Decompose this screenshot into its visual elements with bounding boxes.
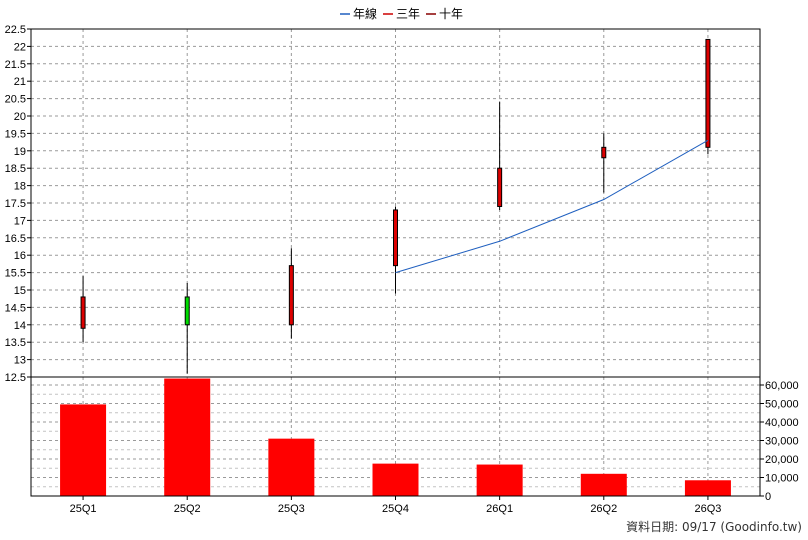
price-y-axis: 12.5 13 13.5 14 14.5 15 15.5 16 16.5 17 17.5 18 18.5… — [5, 24, 31, 384]
price-tick-label: 19 — [14, 146, 26, 158]
legend-item-年線: 年線 — [340, 6, 377, 21]
volume-bar-25Q4 — [372, 463, 419, 496]
candle-26Q3 — [705, 38, 711, 155]
legend-item-三年: 三年 — [383, 7, 420, 21]
candle-body — [80, 296, 86, 329]
candle-25Q2 — [184, 283, 190, 374]
plot-frames — [30, 28, 761, 497]
line-series-年線 — [395, 139, 709, 274]
candle-body — [184, 296, 190, 326]
volume-tick-label: 50,000 — [765, 399, 799, 411]
price-tick-label: 22 — [14, 41, 26, 53]
price-tick-label: 21 — [14, 76, 26, 88]
candle-body — [705, 38, 711, 148]
candle-26Q1 — [497, 102, 503, 210]
x-tick-label: 26Q1 — [486, 503, 513, 515]
candle-body — [288, 265, 294, 326]
price-tick-label: 19.5 — [5, 128, 26, 140]
volume-bar-26Q1 — [476, 464, 523, 496]
candle-25Q1 — [80, 276, 86, 343]
price-tick-label: 14 — [14, 320, 26, 332]
price-tick-label: 17 — [14, 215, 26, 227]
volume-tick-label: 20,000 — [765, 454, 799, 466]
x-tick-label: 25Q3 — [278, 503, 305, 515]
x-tick-label: 25Q1 — [70, 503, 97, 515]
moving-average-lines — [395, 139, 709, 274]
volume-tick-label: 10,000 — [765, 473, 799, 485]
candle-body — [393, 209, 398, 267]
volume-bar-26Q2 — [580, 473, 627, 496]
candle-25Q3 — [288, 248, 294, 339]
price-tick-label: 13.5 — [5, 337, 26, 349]
price-grid — [31, 28, 760, 377]
legend-label: 年線 — [353, 6, 377, 21]
legend-label: 十年 — [439, 7, 463, 21]
price-tick-label: 14.5 — [5, 302, 26, 314]
price-tick-label: 18 — [14, 181, 26, 193]
volume-frame — [30, 376, 761, 497]
x-tick-label: 25Q2 — [174, 503, 201, 515]
volume-tick-label: 60,000 — [765, 380, 799, 392]
x-tick-label: 25Q4 — [382, 503, 409, 515]
data-date-footer: 資料日期: 09/17 (Goodinfo.tw) — [626, 520, 802, 534]
volume-bar-26Q3 — [684, 480, 731, 496]
volume-bar-25Q1 — [60, 404, 107, 496]
price-tick-label: 15.5 — [5, 268, 26, 280]
volume-bar-25Q3 — [268, 438, 315, 496]
legend-item-十年: 十年 — [426, 7, 463, 21]
volume-bars — [60, 378, 731, 496]
x-tick-label: 26Q2 — [590, 503, 617, 515]
price-tick-label: 13 — [14, 355, 26, 367]
legend: 年線 三年 十年 — [340, 6, 463, 21]
volume-tick-label: 30,000 — [765, 436, 799, 448]
volume-tick-label: 40,000 — [765, 417, 799, 429]
candle-body — [497, 167, 503, 207]
price-tick-label: 22.5 — [5, 24, 26, 36]
volume-bar-25Q2 — [164, 378, 211, 496]
x-tick-label: 26Q3 — [694, 503, 721, 515]
price-tick-label: 16.5 — [5, 233, 26, 245]
volume-tick-label: 0 — [765, 491, 771, 503]
candlesticks — [80, 38, 711, 374]
price-tick-label: 12.5 — [5, 372, 26, 384]
price-tick-label: 20.5 — [5, 94, 26, 106]
legend-label: 三年 — [396, 7, 420, 21]
x-axis: 25Q1 25Q2 25Q3 25Q4 26Q1 26Q2 26Q3 — [70, 496, 721, 515]
candle-body — [601, 146, 607, 159]
price-tick-label: 17.5 — [5, 198, 26, 210]
volume-y-axis: 0 10,000 20,000 30,000 40,000 50,000 60,000 — [760, 380, 799, 503]
candle-25Q4 — [393, 206, 398, 294]
price-tick-label: 18.5 — [5, 163, 26, 175]
price-tick-label: 20 — [14, 111, 26, 123]
price-tick-label: 15 — [14, 285, 26, 297]
price-tick-label: 21.5 — [5, 59, 26, 71]
price-tick-label: 16 — [14, 250, 26, 262]
candle-26Q2 — [601, 133, 607, 193]
